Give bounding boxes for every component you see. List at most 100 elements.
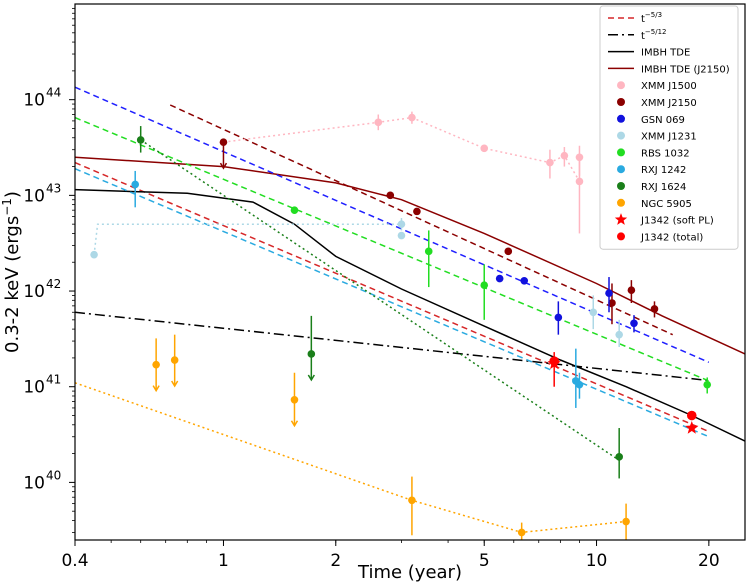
arrow-head <box>152 385 160 393</box>
y-tick-exponent: 44 <box>46 86 61 100</box>
line-2 <box>75 188 745 442</box>
series-2 <box>495 274 638 335</box>
legend-label: t−5/3 <box>641 11 662 25</box>
svg-text:0.3-2 keV (ergs−1): 0.3-2 keV (ergs−1) <box>0 191 23 353</box>
legend: t−5/3 t−5/12 IMBH TDE IMBH TDE (J2150) XMM J… <box>599 5 739 250</box>
data-point <box>517 528 526 537</box>
legend-label: IMBH TDE (J2150) <box>641 64 730 75</box>
data-points <box>90 111 712 540</box>
plot-frame <box>74 3 746 541</box>
y-tick-label: 10 <box>23 282 45 302</box>
data-point <box>630 319 638 328</box>
series-3 <box>90 217 623 348</box>
data-point <box>575 177 584 186</box>
data-point <box>605 289 613 297</box>
legend-entry: RXJ 1242 <box>617 165 686 176</box>
line-6 <box>75 116 710 382</box>
data-point <box>397 231 406 240</box>
data-point <box>170 356 179 364</box>
legend-entry: GSN 069 <box>617 114 685 126</box>
legend-entry: J1342 (soft PL) <box>614 213 714 227</box>
x-axis-title: Time (year) <box>357 562 462 583</box>
data-point <box>290 395 299 404</box>
data-point-star <box>685 421 699 434</box>
data-point <box>90 250 98 259</box>
data-point <box>615 453 623 461</box>
data-point <box>627 286 636 295</box>
x-tick-label: 20 <box>698 551 720 571</box>
data-point <box>219 138 228 146</box>
legend-label: XMM J1500 <box>641 81 697 92</box>
legend-entry: RXJ 1624 <box>617 182 686 193</box>
legend-label: RBS 1032 <box>641 148 690 159</box>
legend-entry: t−5/12 <box>608 28 667 42</box>
legend-entry: RBS 1032 <box>617 148 690 159</box>
line-11 <box>75 382 627 534</box>
data-point <box>686 410 697 421</box>
legend-label: XMM J1231 <box>641 132 697 143</box>
arrow-head <box>290 420 299 428</box>
data-point <box>397 220 406 228</box>
data-point <box>554 313 563 322</box>
data-point <box>504 247 513 256</box>
legend-marker-swatch <box>617 232 625 241</box>
legend-label: J1342 (total) <box>640 232 703 243</box>
legend-label: XMM J2150 <box>641 98 697 109</box>
y-tick-label: 10 <box>23 378 45 398</box>
legend-label: t−5/12 <box>641 28 667 42</box>
legend-box <box>599 5 739 250</box>
legend-marker-swatch <box>617 98 625 106</box>
data-point <box>575 380 584 389</box>
line-10 <box>93 223 402 255</box>
legend-entry: XMM J2150 <box>617 98 697 109</box>
y-tick-exponent: 43 <box>46 181 61 195</box>
x-tick-label: 10 <box>586 551 608 571</box>
y-tick-exponent: 40 <box>46 468 61 482</box>
legend-marker-swatch <box>617 182 625 190</box>
series-4 <box>290 206 712 394</box>
data-point <box>152 360 160 369</box>
data-point <box>480 144 489 153</box>
legend-label: NGC 5905 <box>641 199 692 210</box>
data-point <box>386 191 395 200</box>
line-9 <box>223 116 581 182</box>
y-axis-title-close: ) <box>2 191 23 198</box>
y-tick-label: 10 <box>23 91 45 111</box>
y-axis-title-superscript: −1 <box>0 198 14 216</box>
data-point <box>589 308 598 317</box>
y-axis-title: 0.3-2 keV (ergs−1) <box>0 191 23 353</box>
legend-marker-swatch <box>617 81 625 90</box>
data-point <box>408 496 416 505</box>
y-tick-label: 10 <box>23 473 45 493</box>
legend-label: J1342 (soft PL) <box>640 216 714 227</box>
line-8 <box>140 139 620 461</box>
line-1 <box>75 311 709 382</box>
y-tick-exponent: 42 <box>46 277 61 291</box>
data-point <box>650 305 659 313</box>
x-tick-label: 1 <box>218 551 229 571</box>
legend-marker-swatch <box>617 148 625 157</box>
y-axis-title-text: 0.3-2 keV (ergs <box>2 216 23 353</box>
legend-entry: XMM J1231 <box>617 131 697 143</box>
arrow-head <box>171 380 179 388</box>
legend-marker-swatch <box>617 131 625 140</box>
arrow-head <box>219 162 228 170</box>
legend-entry: IMBH TDE <box>608 48 690 59</box>
data-point <box>408 113 416 122</box>
data-point <box>546 158 554 167</box>
data-point <box>290 206 299 214</box>
legend-marker-swatch <box>617 198 625 207</box>
legend-entry: NGC 5905 <box>617 198 692 210</box>
legend-marker-swatch <box>617 165 625 174</box>
series-0 <box>374 111 584 234</box>
data-point <box>703 380 712 389</box>
data-point <box>520 276 529 285</box>
data-point <box>622 517 630 526</box>
data-point <box>136 136 145 144</box>
data-point <box>374 118 383 127</box>
line-7 <box>75 168 710 438</box>
data-point <box>608 299 616 307</box>
y-tick-label: 10 <box>23 186 45 206</box>
arrow-head <box>307 374 315 382</box>
